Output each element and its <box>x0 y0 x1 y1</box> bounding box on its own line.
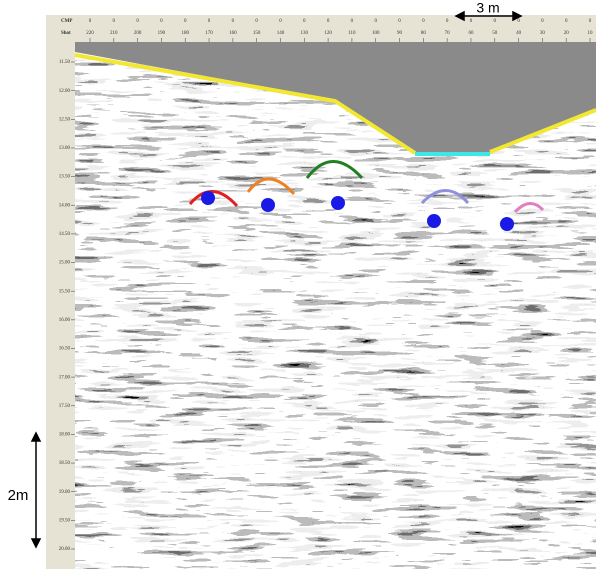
target-dot <box>427 214 441 228</box>
depth-tick-label: 15.00 <box>59 261 71 266</box>
cmp-tick-label: 0 <box>89 19 92 24</box>
cmp-tick-label: 0 <box>232 19 235 24</box>
depth-tick-label: 16.00 <box>59 318 71 323</box>
surface-line <box>74 53 417 155</box>
cmp-label: CMP <box>61 19 72 24</box>
cmp-tick-label: 0 <box>494 19 497 24</box>
cmp-tick-label: 0 <box>446 19 449 24</box>
surface-line <box>489 108 596 154</box>
horizontal-scale-arrow <box>454 10 523 22</box>
depth-tick-label: 18.50 <box>59 461 71 466</box>
shot-tick-label: 10 <box>588 31 594 36</box>
shot-tick-label: 20 <box>564 31 570 36</box>
shot-tick-label: 150 <box>253 31 261 36</box>
shot-tick-label: 220 <box>86 31 94 36</box>
hyperbolas <box>188 160 545 214</box>
cmp-tick-label: 0 <box>422 19 425 24</box>
shot-tick-label: 80 <box>421 31 427 36</box>
shot-tick-label: 140 <box>277 31 285 36</box>
cmp-tick-label: 0 <box>374 19 377 24</box>
depth-tick-label: 19.00 <box>59 490 71 495</box>
shot-tick-label: 30 <box>540 31 546 36</box>
cmp-tick-label: 0 <box>303 19 306 24</box>
top-axis: 0220021002000190018001700160015001400130… <box>86 19 593 42</box>
shot-tick-label: 50 <box>492 31 498 36</box>
hyperbola <box>420 189 470 205</box>
depth-tick-label: 18.00 <box>59 433 71 438</box>
hyperbola <box>246 177 296 196</box>
shot-tick-label: 40 <box>516 31 522 36</box>
hyperbola <box>188 190 239 208</box>
cmp-tick-label: 0 <box>541 19 544 24</box>
depth-tick-label: 14.50 <box>59 232 71 237</box>
depth-tick-label: 19.50 <box>59 518 71 523</box>
shot-tick-label: 190 <box>158 31 166 36</box>
cmp-tick-label: 0 <box>327 19 330 24</box>
depth-tick-label: 13.50 <box>59 175 71 180</box>
shot-tick-label: 70 <box>445 31 451 36</box>
target-dot <box>261 198 275 212</box>
cmp-tick-label: 0 <box>517 19 520 24</box>
cmp-tick-label: 0 <box>160 19 163 24</box>
depth-tick-label: 12.50 <box>59 117 71 122</box>
target-dot <box>201 191 215 205</box>
shot-tick-label: 160 <box>229 31 237 36</box>
depth-tick-label: 16.50 <box>59 347 71 352</box>
cmp-tick-label: 0 <box>398 19 401 24</box>
shot-tick-label: 170 <box>205 31 213 36</box>
shot-tick-label: 110 <box>348 31 356 36</box>
cmp-tick-label: 0 <box>565 19 568 24</box>
depth-tick-label: 15.50 <box>59 289 71 294</box>
depth-axis: 11.50 12.00 12.50 13.00 13.50 14.00 14.50 15.00… <box>59 60 75 552</box>
hyperbola <box>513 202 545 214</box>
cmp-tick-label: 0 <box>113 19 116 24</box>
shot-tick-label: 200 <box>134 31 142 36</box>
shot-tick-label: 100 <box>372 31 380 36</box>
cmp-tick-label: 0 <box>208 19 211 24</box>
vertical-scale-arrow <box>30 431 42 549</box>
depth-tick-label: 11.50 <box>59 60 71 65</box>
target-dot <box>500 217 514 231</box>
cmp-tick-label: 0 <box>184 19 187 24</box>
shot-tick-label: 90 <box>397 31 403 36</box>
cmp-tick-label: 0 <box>279 19 282 24</box>
shot-tick-label: 60 <box>468 31 474 36</box>
hyperbola <box>305 160 364 180</box>
shot-tick-label: 210 <box>110 31 118 36</box>
air-region <box>75 42 596 152</box>
depth-tick-label: 14.00 <box>59 203 71 208</box>
shot-tick-label: 130 <box>301 31 309 36</box>
depth-tick-label: 20.00 <box>59 547 71 552</box>
depth-tick-label: 17.50 <box>59 404 71 409</box>
cmp-tick-label: 0 <box>351 19 354 24</box>
cmp-tick-label: 0 <box>589 19 592 24</box>
depth-tick-label: 17.00 <box>59 375 71 380</box>
cmp-tick-label: 0 <box>470 19 473 24</box>
shot-tick-label: 120 <box>324 31 332 36</box>
depth-tick-label: 12.00 <box>59 89 71 94</box>
depth-tick-label: 13.00 <box>59 146 71 151</box>
cmp-tick-label: 0 <box>136 19 139 24</box>
vertical-scale-label: 2m <box>8 487 29 504</box>
targets <box>201 191 514 231</box>
shot-tick-label: 180 <box>181 31 189 36</box>
horizontal-scale-label: 3 m <box>476 0 499 16</box>
shot-label: Shot <box>61 31 71 36</box>
cmp-tick-label: 0 <box>255 19 258 24</box>
target-dot <box>331 196 345 210</box>
